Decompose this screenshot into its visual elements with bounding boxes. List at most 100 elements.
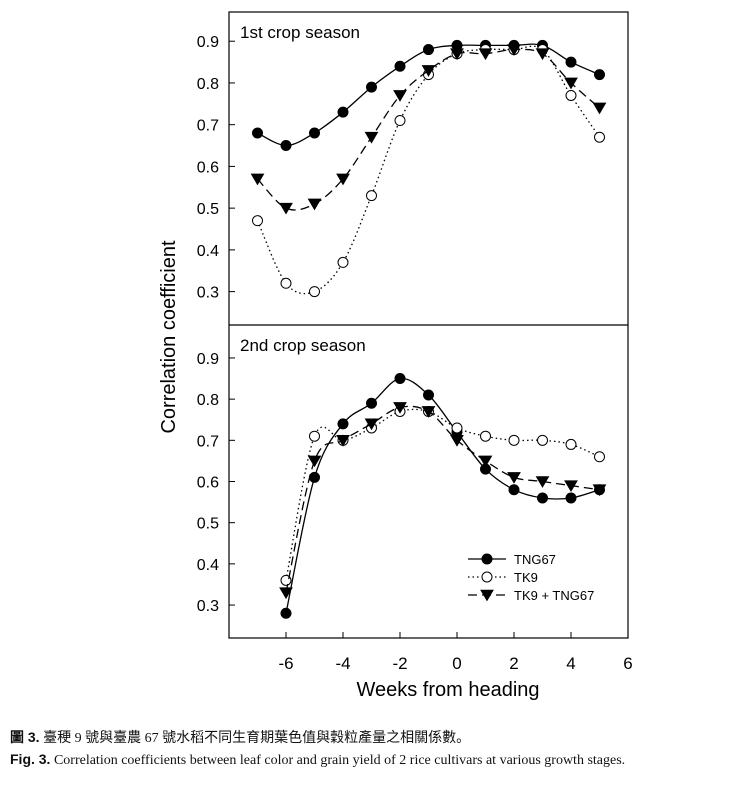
data-point bbox=[537, 492, 548, 504]
y-tick-label: 0.8 bbox=[197, 392, 219, 409]
data-point bbox=[478, 48, 493, 61]
data-point bbox=[307, 198, 322, 211]
data-point bbox=[565, 89, 577, 101]
caption-chinese-label: 圖 3. bbox=[10, 729, 40, 745]
y-tick-label: 0.5 bbox=[197, 516, 219, 533]
legend-marker bbox=[481, 571, 493, 583]
x-tick-label: -2 bbox=[392, 654, 407, 673]
data-point bbox=[450, 435, 464, 447]
y-tick-label: 0.7 bbox=[197, 118, 219, 135]
legend-label: TNG67 bbox=[514, 552, 556, 567]
y-tick-label: 0.7 bbox=[197, 433, 219, 450]
data-point bbox=[252, 215, 263, 227]
data-point bbox=[535, 48, 550, 61]
data-point bbox=[309, 127, 320, 139]
x-tick-label: 4 bbox=[566, 654, 575, 673]
data-point bbox=[594, 69, 605, 81]
data-point bbox=[336, 173, 350, 186]
data-point bbox=[309, 286, 320, 298]
caption-chinese: 圖 3. 臺稉 9 號與臺農 67 號水稻不同生育期葉色值與穀粒產量之相關係數。 bbox=[10, 727, 470, 747]
data-point bbox=[393, 90, 407, 102]
data-point bbox=[508, 484, 520, 496]
data-point bbox=[537, 434, 548, 446]
data-point bbox=[564, 480, 578, 493]
y-tick-label: 0.6 bbox=[197, 475, 219, 492]
data-point bbox=[451, 422, 463, 434]
y-tick-label: 0.3 bbox=[197, 598, 219, 615]
data-point bbox=[508, 434, 520, 446]
data-point bbox=[394, 60, 406, 72]
caption-chinese-text: 臺稉 9 號與臺農 67 號水稻不同生育期葉色值與穀粒產量之相關係數。 bbox=[43, 731, 471, 746]
data-point bbox=[309, 430, 320, 442]
data-point bbox=[423, 44, 434, 56]
data-point bbox=[250, 173, 265, 186]
data-point bbox=[307, 455, 322, 468]
data-point bbox=[366, 397, 377, 409]
caption-english-label: Fig. 3. bbox=[10, 751, 51, 767]
data-point bbox=[480, 430, 491, 442]
data-point bbox=[279, 587, 293, 600]
y-tick-label: 0.3 bbox=[197, 285, 219, 302]
y-tick-label: 0.9 bbox=[197, 34, 219, 51]
x-tick-label: -6 bbox=[278, 654, 293, 673]
data-point bbox=[421, 406, 436, 418]
data-point bbox=[393, 402, 407, 414]
data-point bbox=[309, 471, 320, 483]
legend-marker bbox=[480, 589, 494, 602]
data-point bbox=[337, 418, 349, 430]
y-axis-title: Correlation coefficient bbox=[158, 240, 180, 434]
data-point bbox=[337, 106, 349, 118]
data-point bbox=[366, 81, 377, 93]
x-tick-label: 6 bbox=[623, 654, 632, 673]
data-point bbox=[336, 435, 350, 447]
data-point bbox=[280, 607, 292, 619]
data-point bbox=[280, 140, 292, 152]
correlation-figure: 0.3 0.4 0.5 0.6 0.7 0.8 0.9 1st crop season 0.3 0… bbox=[158, 11, 633, 700]
x-tick-label: 0 bbox=[452, 654, 461, 673]
panel-title: 2nd crop season bbox=[240, 336, 366, 355]
data-point bbox=[592, 102, 607, 115]
series-line bbox=[257, 43, 600, 147]
data-point bbox=[507, 44, 521, 56]
x-tick-label: -4 bbox=[335, 654, 350, 673]
data-point bbox=[280, 277, 292, 289]
data-point bbox=[364, 418, 379, 431]
caption-english-text: Correlation coefficients between leaf co… bbox=[53, 753, 626, 768]
data-point bbox=[594, 451, 605, 463]
data-point bbox=[421, 65, 436, 77]
series-line bbox=[285, 408, 600, 581]
data-point bbox=[535, 476, 550, 488]
data-point bbox=[565, 56, 577, 68]
y-tick-label: 0.4 bbox=[197, 557, 219, 574]
data-point bbox=[279, 202, 293, 215]
data-point bbox=[507, 472, 521, 484]
data-point bbox=[594, 131, 605, 143]
panel-title: 1st crop season bbox=[240, 23, 360, 42]
data-point bbox=[564, 77, 578, 90]
x-axis-title: Weeks from heading bbox=[356, 679, 539, 700]
data-point bbox=[565, 438, 577, 450]
x-tick-label: 2 bbox=[509, 654, 518, 673]
data-point bbox=[565, 492, 577, 504]
legend-label: TK9 bbox=[514, 570, 538, 585]
data-point bbox=[252, 127, 263, 139]
series-line bbox=[256, 45, 601, 295]
y-tick-label: 0.4 bbox=[197, 243, 219, 260]
y-tick-label: 0.5 bbox=[197, 201, 219, 218]
data-point bbox=[423, 389, 434, 401]
y-tick-label: 0.9 bbox=[197, 351, 219, 368]
legend-marker bbox=[481, 553, 493, 565]
data-point bbox=[394, 115, 406, 127]
y-tick-label: 0.6 bbox=[197, 159, 219, 176]
data-point bbox=[478, 455, 493, 468]
series-line bbox=[285, 377, 600, 614]
y-tick-label: 0.8 bbox=[197, 76, 219, 93]
data-point bbox=[337, 256, 349, 268]
data-point bbox=[394, 373, 406, 385]
data-point bbox=[450, 48, 464, 61]
data-point bbox=[592, 484, 607, 497]
legend-label: TK9 + TNG67 bbox=[514, 588, 594, 603]
caption-english: Fig. 3. Correlation coefficients between… bbox=[10, 751, 625, 769]
data-point bbox=[366, 190, 377, 202]
data-point bbox=[364, 131, 379, 144]
